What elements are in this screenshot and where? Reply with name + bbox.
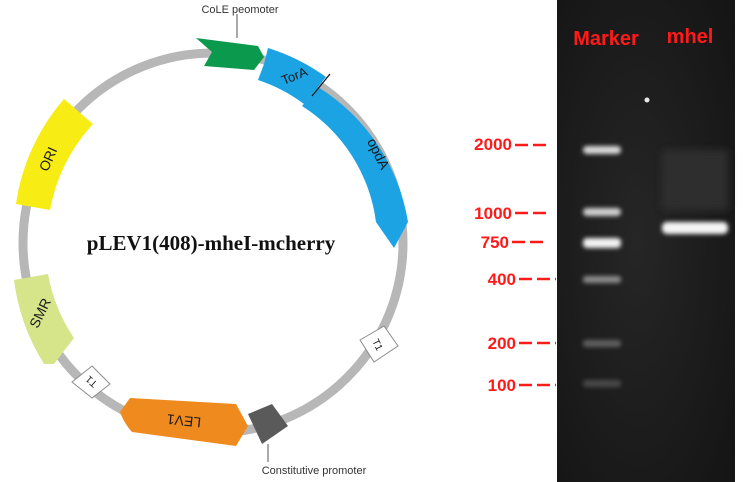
ladder-labels: 2000 1000 750 400 200 100 <box>474 135 556 395</box>
ladder-label-750: 750 <box>481 233 509 252</box>
feature-ori <box>16 99 93 210</box>
label-lev1: LEV1 <box>166 411 202 431</box>
feature-tora <box>258 48 326 104</box>
ladder-label-400: 400 <box>488 270 516 289</box>
marker-lane <box>583 97 650 387</box>
ladder-label-1000: 1000 <box>474 204 512 223</box>
ladder-label-200: 200 <box>488 334 516 353</box>
plasmid-map: TorA opdA T1 LEV1 T1 SMR ORI CoLE peomot… <box>14 4 408 477</box>
feature-cole-promoter <box>196 38 264 70</box>
plasmid-title: pLEV1(408)-mheI-mcherry <box>87 231 336 255</box>
feature-opda <box>302 87 408 248</box>
feature-t1-right <box>359 325 399 363</box>
callout-constitutive-promoter: Constitutive promoter <box>262 465 367 477</box>
ladder-label-100: 100 <box>488 376 516 395</box>
ladder-label-2000: 2000 <box>474 135 512 154</box>
marker-band-200 <box>583 340 621 347</box>
label-t1-right: T1 <box>369 337 384 353</box>
feature-t1-left <box>71 365 111 399</box>
sample-lane <box>662 150 728 234</box>
marker-band-750 <box>583 238 621 248</box>
marker-band-400 <box>583 276 621 283</box>
feature-smr <box>14 274 74 364</box>
feature-constitutive-promoter <box>248 404 288 444</box>
marker-band-100 <box>583 380 621 387</box>
sample-smear <box>662 150 728 210</box>
lane-label-marker: Marker <box>573 28 639 50</box>
feature-lev1 <box>120 398 248 446</box>
sample-band <box>662 222 728 234</box>
callout-cole-promoter: CoLE peomoter <box>201 4 278 16</box>
marker-band-2000 <box>583 146 621 154</box>
gel-panel: Marker mhel 2000 1000 750 400 <box>474 0 735 482</box>
gel-speck <box>644 97 650 103</box>
tora-opda-divider <box>311 73 331 97</box>
lane-label-sample: mhel <box>667 26 714 48</box>
marker-band-1000 <box>583 208 621 216</box>
